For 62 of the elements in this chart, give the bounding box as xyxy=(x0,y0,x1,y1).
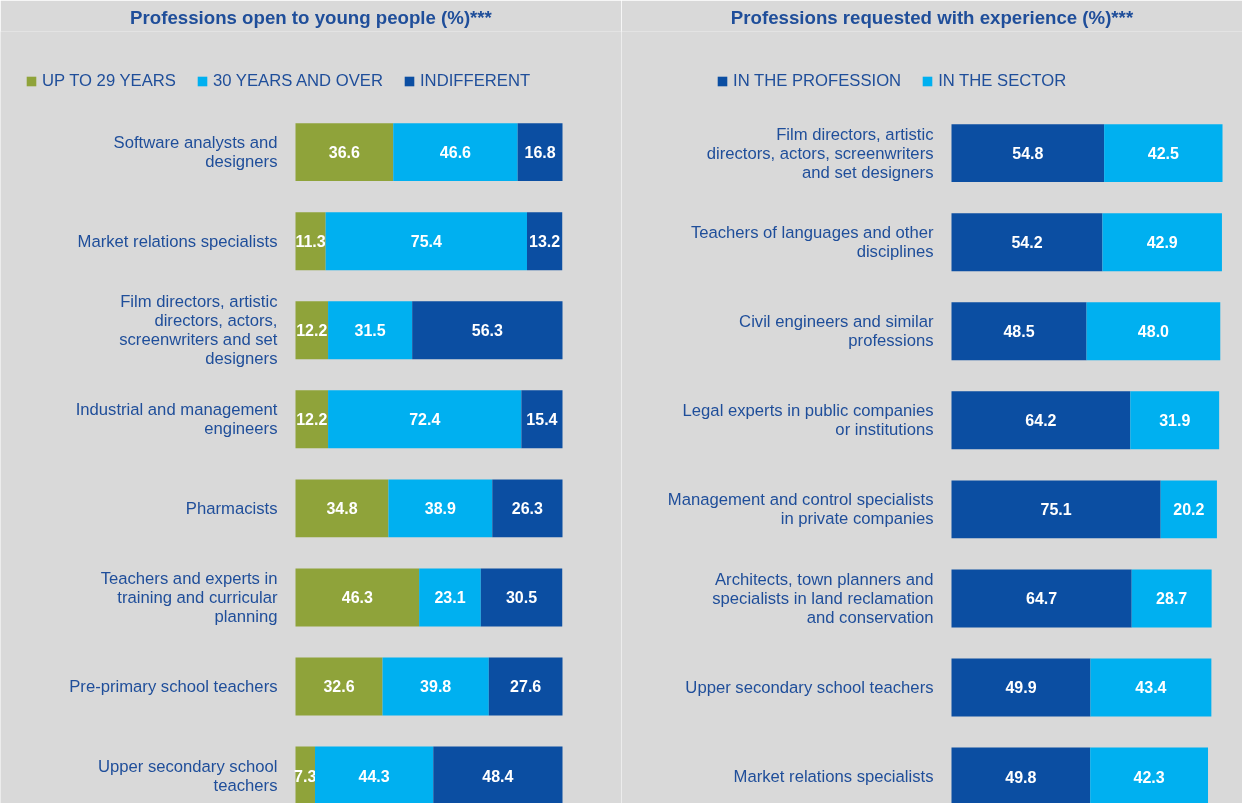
data-label: 31.9 xyxy=(1159,412,1191,430)
data-label: 54.2 xyxy=(1011,234,1043,252)
data-label: 72.4 xyxy=(409,411,441,429)
legend-label: 30 YEARS AND OVER xyxy=(212,71,383,91)
data-label: 43.4 xyxy=(1135,679,1167,697)
data-label: 20.2 xyxy=(1173,501,1205,519)
data-label: 49.9 xyxy=(1005,679,1037,697)
legend-label: IN THE SECTOR xyxy=(938,71,1067,91)
y-tick-label: Civil engineers and similar professions xyxy=(739,312,934,351)
y-tick-label: Film directors, artistic directors, actors, screenwriters and set designers xyxy=(119,292,278,369)
data-label: 48.0 xyxy=(1137,323,1170,341)
data-label: 54.8 xyxy=(1012,145,1044,163)
data-label: 13.2 xyxy=(529,233,561,251)
data-label: 48.5 xyxy=(1003,323,1035,341)
data-label: 48.4 xyxy=(482,767,514,785)
y-tick-label: Upper secondary school teachers xyxy=(97,756,278,795)
data-label: 49.8 xyxy=(1005,768,1037,786)
data-label: 42.9 xyxy=(1146,234,1178,252)
chart-title: Professions requested with experience (%)*** xyxy=(730,6,1134,28)
data-label: 32.6 xyxy=(323,678,355,696)
data-label: 16.8 xyxy=(524,144,556,162)
chart-title: Professions open to young people (%)*** xyxy=(130,6,493,28)
y-tick-label: Legal experts in public companies or institutions xyxy=(682,401,934,440)
data-label: 36.6 xyxy=(328,144,361,162)
data-label: 39.8 xyxy=(420,678,452,696)
y-tick-label: Pre-primary school teachers xyxy=(69,676,278,696)
data-label: 64.2 xyxy=(1025,412,1057,430)
data-label: 31.5 xyxy=(354,322,386,340)
data-label: 12.2 xyxy=(296,322,328,340)
data-label: 11.3 xyxy=(295,233,326,251)
data-label: 26.3 xyxy=(511,500,544,518)
y-tick-label: Pharmacists xyxy=(185,498,278,518)
y-tick-label: Upper secondary school teachers xyxy=(685,678,934,697)
y-tick-label: Architects, town planners and specialists in land reclamation and conservation xyxy=(712,569,934,627)
data-label: 46.3 xyxy=(341,589,373,607)
y-tick-label: Market relations specialists xyxy=(733,767,934,787)
y-tick-label: Teachers and experts in training and curricular planning xyxy=(100,568,278,626)
y-tick-label: Industrial and management engineers xyxy=(75,400,278,439)
data-label: 64.7 xyxy=(1026,590,1058,608)
data-label: 44.3 xyxy=(358,767,390,785)
y-tick-label: Teachers of languages and other disciplines xyxy=(690,223,934,262)
data-label: 56.3 xyxy=(471,322,504,340)
data-label: 75.1 xyxy=(1040,501,1072,519)
data-label: 23.1 xyxy=(434,589,466,607)
data-label: 46.6 xyxy=(439,144,472,162)
data-label: 42.5 xyxy=(1147,145,1179,163)
legend-label: UP TO 29 YEARS xyxy=(42,71,176,91)
data-label: 27.6 xyxy=(510,678,542,696)
data-label: 30.5 xyxy=(505,589,538,607)
data-label: 15.4 xyxy=(526,411,558,429)
y-tick-label: Film directors, artistic directors, actors, screenwriters and set designers xyxy=(706,124,934,182)
y-tick-label: Software analysts and designers xyxy=(113,133,278,172)
data-label: 38.9 xyxy=(424,500,457,518)
y-tick-label: Management and control specialists in private companies xyxy=(667,490,934,529)
data-label: 12.2 xyxy=(296,411,328,429)
data-label: 42.3 xyxy=(1133,768,1165,786)
legend-label: IN THE PROFESSION xyxy=(733,71,902,91)
y-tick-label: Market relations specialists xyxy=(77,231,278,251)
legend-label: INDIFFERENT xyxy=(419,71,531,91)
data-label: 34.8 xyxy=(326,500,358,518)
data-label: 28.7 xyxy=(1156,590,1188,608)
data-label: 75.4 xyxy=(410,233,442,251)
